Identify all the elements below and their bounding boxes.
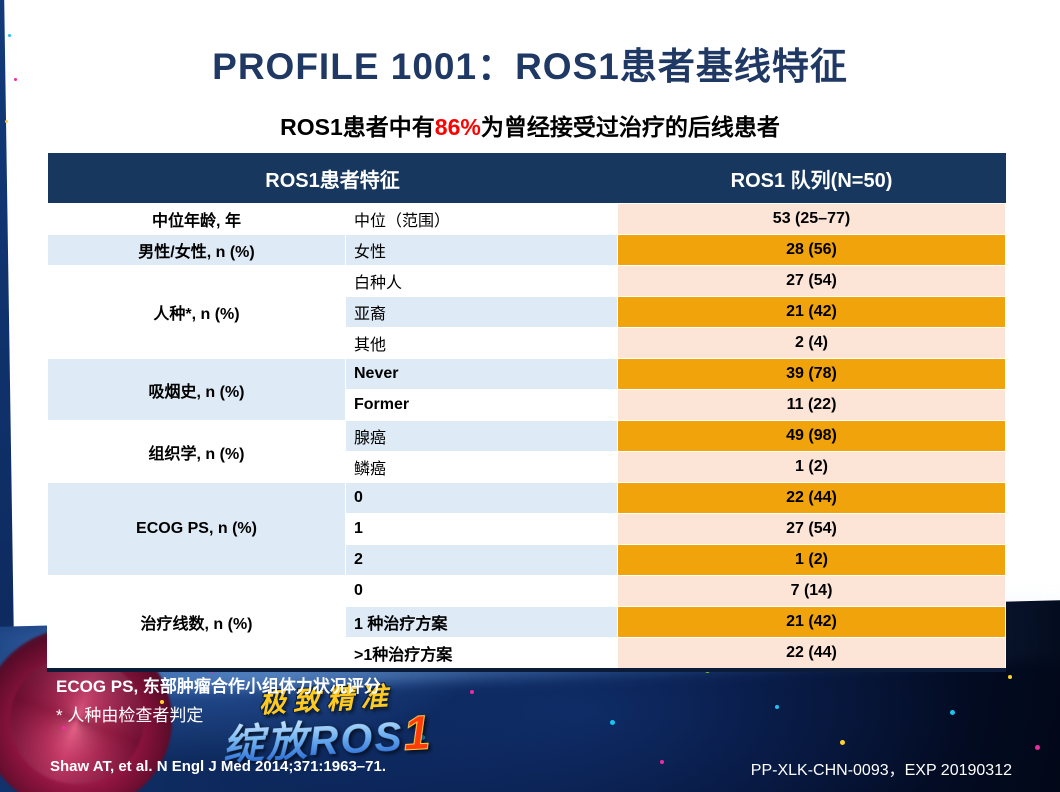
table-row: 中位年龄, 年中位（范围） 53 (25–77) (47, 203, 1006, 235)
value-cell: 22 (44) (617, 637, 1006, 671)
table-row: >1种治疗方案 22 (44) (48, 637, 1006, 671)
category-cell: 治疗线数, n (%) (47, 575, 346, 671)
confetti-dot (1008, 675, 1012, 679)
subtitle-highlight: 86% (434, 114, 481, 140)
category-cell: 吸烟史, n (%) (47, 358, 346, 421)
subcategory-cell: 0 (345, 575, 618, 607)
citation-text: Shaw AT, et al. N Engl J Med 2014;371:19… (50, 758, 386, 775)
value-cell: 11 (22) (617, 389, 1006, 421)
table-row: 吸烟史, n (%) Never 39 (78) (47, 358, 1006, 421)
baseline-table: ROS1患者特征 ROS1 队列(N=50) 中位年龄, 年中位（范围） 53 (… (47, 153, 1006, 672)
value-cell: 2 (4) (617, 327, 1006, 359)
table-row: 1 27 (54) (48, 513, 1006, 545)
confetti-dot (950, 710, 955, 715)
confetti-dot (420, 735, 425, 740)
subcategory-cell: 亚裔 (345, 296, 618, 328)
value-cell: 39 (78) (617, 358, 1006, 390)
confetti-dot (160, 700, 164, 704)
page-title: PROFILE 1001：ROS1患者基线特征 (212, 46, 848, 87)
table-header-row: ROS1患者特征 ROS1 队列(N=50) (47, 153, 1006, 204)
value-cell: 7 (14) (617, 575, 1006, 607)
value-cell: 21 (42) (617, 296, 1006, 328)
confetti-dot (470, 690, 474, 694)
category-cell: 中位年龄, 年 (47, 203, 346, 235)
table-row: 鳞癌 1 (2) (48, 451, 1006, 483)
value-cell: 28 (56) (617, 234, 1006, 266)
logo-brand-accent: 1 (402, 706, 434, 762)
confetti-dot (5, 120, 8, 123)
confetti-dot (8, 34, 11, 37)
category-cell: 男性/女性, n (%) (47, 234, 346, 266)
subcategory-cell: 1 种治疗方案 (345, 606, 618, 638)
confetti-dot (610, 720, 615, 725)
value-cell: 22 (44) (617, 482, 1006, 514)
confetti-dot (660, 760, 664, 764)
footnote-race: * 人种由检查者判定 (56, 706, 204, 725)
subcategory-cell: Never (345, 358, 618, 390)
subcategory-cell: 女性 (345, 234, 618, 266)
approval-code: PP-XLK-CHN-0093，EXP 20190312 (750, 762, 1012, 779)
slide-subtitle: ROS1患者中有86%为曾经接受过治疗的后线患者 (0, 108, 1060, 142)
table-row: 人种*, n (%) 白种人 27 (54) (47, 265, 1006, 359)
table-row: Former 11 (22) (48, 389, 1006, 421)
subtitle-suffix: 为曾经接受过治疗的后线患者 (480, 114, 780, 140)
table-header-cohort: ROS1 队列(N=50) (617, 153, 1006, 204)
left-edge-decoration (0, 0, 14, 648)
subcategory-cell: 其他 (345, 327, 618, 359)
confetti-dot (14, 78, 17, 81)
confetti-dot (62, 726, 66, 730)
subcategory-cell: 0 (345, 482, 618, 514)
value-cell: 49 (98) (617, 420, 1006, 452)
category-cell: 组织学, n (%) (47, 420, 346, 483)
subcategory-cell: >1种治疗方案 (345, 637, 618, 671)
table-header-characteristics: ROS1患者特征 (47, 153, 618, 204)
value-cell: 27 (54) (617, 513, 1006, 545)
table-row: 1 种治疗方案 21 (42) (48, 606, 1006, 638)
value-cell: 53 (25–77) (617, 203, 1006, 235)
value-cell: 21 (42) (617, 606, 1006, 638)
subcategory-cell: 中位（范围） (345, 203, 618, 235)
subcategory-cell: 腺癌 (345, 420, 618, 452)
subcategory-cell: Former (345, 389, 618, 421)
confetti-dot (775, 705, 779, 709)
subcategory-cell: 1 (345, 513, 618, 545)
value-cell: 1 (2) (617, 451, 1006, 483)
category-cell: 人种*, n (%) (47, 265, 346, 359)
value-cell: 27 (54) (617, 265, 1006, 297)
table-row: 亚裔 21 (42) (48, 296, 1006, 328)
table-row: 组织学, n (%) 腺癌 49 (98) (47, 420, 1006, 483)
confetti-dot (1035, 745, 1040, 750)
table-row: 治疗线数, n (%) 0 7 (14) (47, 575, 1006, 671)
subcategory-cell: 鳞癌 (345, 451, 618, 483)
confetti-dot (840, 740, 845, 745)
subcategory-cell: 白种人 (345, 265, 618, 297)
value-cell: 1 (2) (617, 544, 1006, 576)
category-cell: ECOG PS, n (%) (47, 482, 346, 576)
table-row: 男性/女性, n (%) 女性 28 (56) (47, 234, 1006, 266)
subcategory-cell: 2 (345, 544, 618, 576)
table-row: ECOG PS, n (%) 0 22 (44) (47, 482, 1006, 576)
subtitle-prefix: ROS1患者中有 (280, 114, 435, 140)
footnote-ecog: ECOG PS, 东部肿瘤合作小组体力状况评分 (56, 677, 381, 696)
table-row: 其他 2 (4) (48, 327, 1006, 359)
baseline-table-body: 中位年龄, 年中位（范围） 53 (25–77) 男性/女性, n (%) 女性 28 … (47, 203, 1006, 671)
